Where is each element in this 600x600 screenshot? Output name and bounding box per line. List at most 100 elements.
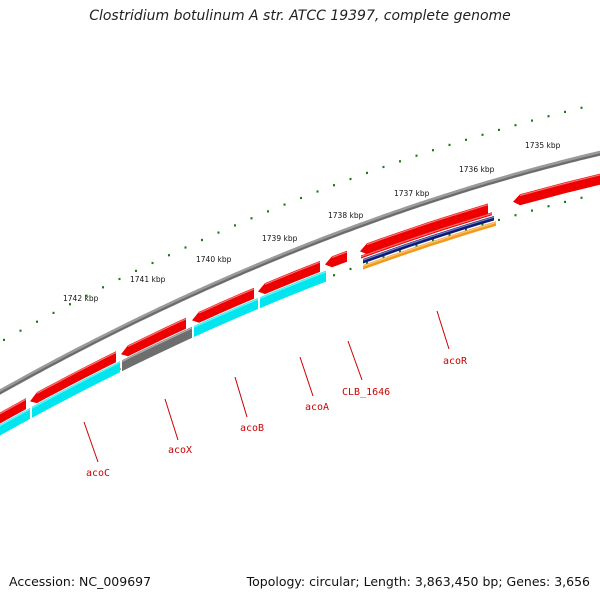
minor-tick — [547, 205, 550, 208]
protein-feature[interactable] — [121, 326, 193, 372]
acoR-band-red-body[interactable] — [361, 212, 492, 259]
minor-tick — [333, 274, 335, 277]
minor-tick — [19, 329, 22, 332]
kbp-tick-label: 1735 kbp — [525, 141, 561, 150]
cds-arrow-body[interactable] — [258, 260, 320, 295]
protein-feature-body[interactable] — [260, 270, 326, 309]
acoR-band-orange-body[interactable] — [363, 221, 496, 270]
protein-feature[interactable] — [31, 361, 121, 418]
minor-tick — [366, 171, 368, 174]
minor-tick — [349, 177, 352, 181]
gene-label-clb-1646: CLB_1646 — [342, 387, 390, 398]
accession-text: Accession: NC_009697 — [9, 574, 152, 589]
cds-arrow-body[interactable] — [360, 203, 488, 255]
cds-arrow[interactable] — [258, 260, 321, 295]
kbp-tick-label: 1740 kbp — [196, 255, 232, 264]
genome-backbone — [0, 150, 600, 395]
cds-arrow-body[interactable] — [121, 317, 186, 357]
minor-tick — [316, 190, 319, 193]
minor-tick — [564, 110, 566, 113]
protein-feature[interactable] — [0, 407, 31, 441]
minor-tick — [234, 224, 236, 227]
cds-arrow[interactable] — [192, 287, 255, 323]
gene-label-acox: acoX — [168, 445, 192, 456]
minor-tick — [580, 196, 583, 199]
cds-arrow-body[interactable] — [30, 351, 116, 404]
gene-label-acob: acoB — [240, 423, 264, 434]
inner-tick-track — [3, 196, 583, 431]
acoR-band-red[interactable] — [360, 212, 493, 259]
cds-arrow-highlight — [366, 204, 489, 246]
minor-tick — [267, 210, 269, 213]
minor-tick — [531, 119, 533, 122]
gene-label-acoc: acoC — [86, 468, 110, 479]
kbp-tick-label: 1739 kbp — [262, 234, 298, 243]
gene-label-acor: acoR — [443, 356, 468, 367]
minor-tick — [432, 239, 434, 242]
cds-arrow-highlight — [519, 174, 600, 197]
minor-tick — [481, 223, 484, 226]
backbone-shadow — [0, 153, 600, 395]
acoR-band-navy[interactable] — [362, 216, 495, 264]
kbp-tick-label: 1737 kbp — [394, 189, 430, 198]
protein-feature-body[interactable] — [32, 361, 120, 418]
cds-arrow[interactable] — [513, 171, 600, 206]
minor-tick — [448, 143, 451, 146]
gene-leader-line — [164, 398, 179, 441]
cds-arrow-body[interactable] — [0, 398, 26, 425]
acoR-band-orange[interactable] — [362, 221, 497, 270]
minor-tick — [52, 311, 55, 314]
cds-arrow-highlight — [0, 398, 27, 415]
protein-feature-body[interactable] — [194, 298, 258, 337]
minor-tick — [36, 320, 38, 323]
minor-tick — [432, 149, 434, 152]
minor-tick — [201, 238, 203, 242]
gene-leader-line — [83, 421, 99, 463]
minor-tick — [498, 218, 500, 221]
kbp-tick-label: 1741 kbp — [130, 275, 166, 284]
minor-tick — [168, 254, 170, 257]
cds-arrow[interactable] — [0, 398, 27, 425]
minor-tick — [498, 128, 500, 131]
minor-tick — [250, 217, 253, 220]
minor-tick — [564, 200, 566, 203]
gene-leader-line — [299, 356, 314, 397]
backbone-line — [0, 150, 600, 395]
cds-arrow-body[interactable] — [325, 250, 347, 268]
protein-feature-highlight — [259, 271, 327, 299]
minor-tick — [382, 255, 385, 259]
kbp-tick-label: 1738 kbp — [328, 211, 364, 220]
minor-tick — [415, 154, 418, 157]
gene-leader-line — [234, 376, 248, 418]
cds-arrow-highlight — [198, 288, 255, 314]
minor-tick — [3, 338, 5, 341]
feature-track[interactable] — [0, 171, 600, 441]
outer-tick-track — [3, 106, 583, 341]
cds-arrow[interactable] — [360, 203, 489, 255]
kbp-labels: 1735 kbp 1736 kbp 1737 kbp 1738 kbp 1739 kbp… — [63, 141, 561, 303]
minor-tick — [514, 214, 517, 217]
minor-tick — [399, 160, 401, 163]
minor-tick — [118, 277, 121, 281]
minor-tick — [547, 115, 550, 118]
minor-tick — [135, 269, 137, 272]
cds-arrow-body[interactable] — [192, 287, 254, 323]
acoR-band-navy-body[interactable] — [363, 216, 494, 264]
gene-leader-line — [436, 310, 450, 350]
cds-arrow-highlight — [264, 261, 321, 285]
minor-tick — [465, 138, 467, 141]
gene-leader-line — [347, 340, 363, 381]
cds-arrow-body[interactable] — [513, 171, 600, 206]
cds-arrow[interactable] — [30, 351, 117, 404]
minor-tick — [102, 286, 104, 289]
cds-arrow-highlight — [36, 351, 117, 394]
kbp-tick-label: 1742 kbp — [63, 294, 99, 303]
protein-feature-body[interactable] — [0, 407, 30, 441]
minor-tick — [399, 250, 401, 253]
protein-feature-body[interactable] — [122, 326, 192, 372]
cds-arrow[interactable] — [325, 250, 348, 268]
protein-feature[interactable] — [193, 298, 259, 337]
cds-arrow[interactable] — [121, 317, 187, 357]
protein-feature[interactable] — [259, 270, 327, 309]
